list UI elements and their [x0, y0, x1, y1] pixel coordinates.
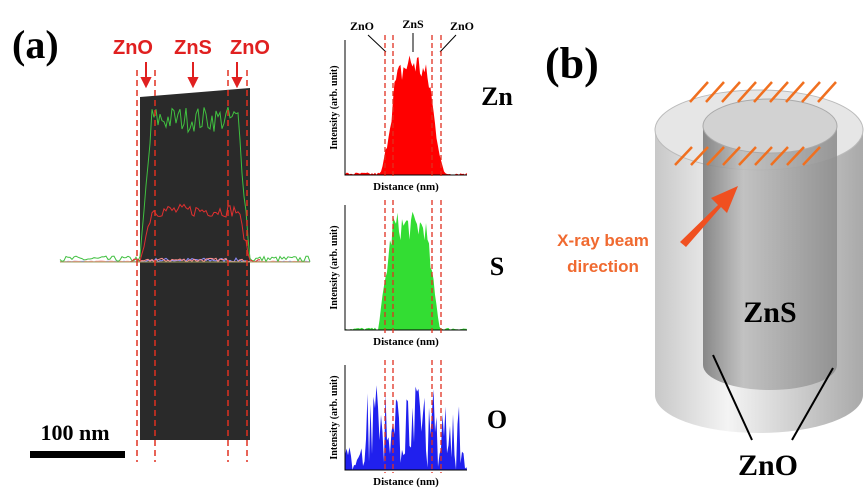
- profile-curve: [59, 107, 311, 263]
- hatch-line: [722, 146, 741, 166]
- profile-plots: ZnO ZnS ZnO Intensity (arb. unit)Distanc…: [329, 17, 513, 488]
- hatch-line: [801, 81, 821, 103]
- beam-label: X-ray beam: [557, 231, 649, 250]
- shell-pointers: [712, 354, 834, 441]
- x-axis-label: Distance (nm): [373, 476, 439, 488]
- marker-arrows: [367, 33, 457, 53]
- profile-curve: [129, 203, 260, 263]
- hatch-line: [770, 146, 789, 166]
- hatch-line: [738, 146, 757, 166]
- marker-label: ZnS: [402, 17, 424, 31]
- hatch-line: [786, 146, 805, 166]
- plot-axes: [344, 40, 467, 176]
- boundary-lines: [136, 70, 248, 462]
- hatch-line: [705, 81, 725, 103]
- element-label: O: [487, 405, 507, 434]
- x-axis-label: Distance (nm): [373, 336, 439, 348]
- core-body: [703, 128, 837, 390]
- element-label: Zn: [481, 82, 513, 111]
- hatch-line: [817, 81, 837, 103]
- x-axis-label: Distance (nm): [373, 181, 439, 193]
- beam-arrow: [680, 186, 738, 247]
- shell-label: ZnO: [738, 449, 798, 482]
- profile-area: [345, 385, 467, 470]
- core-label: ZnS: [743, 296, 796, 329]
- hatch-line: [689, 81, 709, 103]
- plot-axes: [344, 205, 467, 331]
- hatch-line: [753, 81, 773, 103]
- hatch-line: [785, 81, 805, 103]
- beam-label: direction: [567, 257, 639, 276]
- y-axis-label: Intensity (arb. unit): [329, 65, 340, 149]
- y-axis-label: Intensity (arb. unit): [329, 375, 340, 459]
- hatch-line: [737, 81, 757, 103]
- plot-axes: [344, 365, 467, 471]
- panel-a: (a) ZnO ZnS ZnO 100 nm ZnO ZnS ZnO: [12, 17, 513, 488]
- marker-label: ZnO: [350, 19, 374, 33]
- marker-label: ZnS: [174, 37, 212, 59]
- hatch-line: [706, 146, 725, 166]
- profile-area: [345, 55, 467, 175]
- hatch-line: [674, 146, 693, 166]
- hatch-line: [754, 146, 773, 166]
- marker-arrows: [140, 62, 243, 89]
- panel-label: (b): [545, 39, 599, 88]
- panel-label: (a): [12, 22, 59, 67]
- core-top: [702, 98, 838, 154]
- line-profile-overlay: [59, 107, 311, 263]
- y-axis-label: Intensity (arb. unit): [329, 225, 340, 309]
- scale-bar: [30, 451, 125, 458]
- scale-bar-label: 100 nm: [40, 420, 109, 445]
- marker-label: ZnO: [450, 19, 474, 33]
- element-label: S: [490, 252, 504, 281]
- hatch-line: [802, 146, 821, 166]
- hatch-line: [690, 146, 709, 166]
- hatch-line: [769, 81, 789, 103]
- hatch-line: [721, 81, 741, 103]
- tem-image: [140, 88, 250, 440]
- marker-label: ZnO: [230, 37, 270, 59]
- beam-hatch: [674, 81, 837, 166]
- profile-area: [345, 211, 467, 330]
- marker-label: ZnO: [113, 37, 153, 59]
- panel-b: (b) X-ray beam direction ZnS ZnO: [545, 39, 864, 482]
